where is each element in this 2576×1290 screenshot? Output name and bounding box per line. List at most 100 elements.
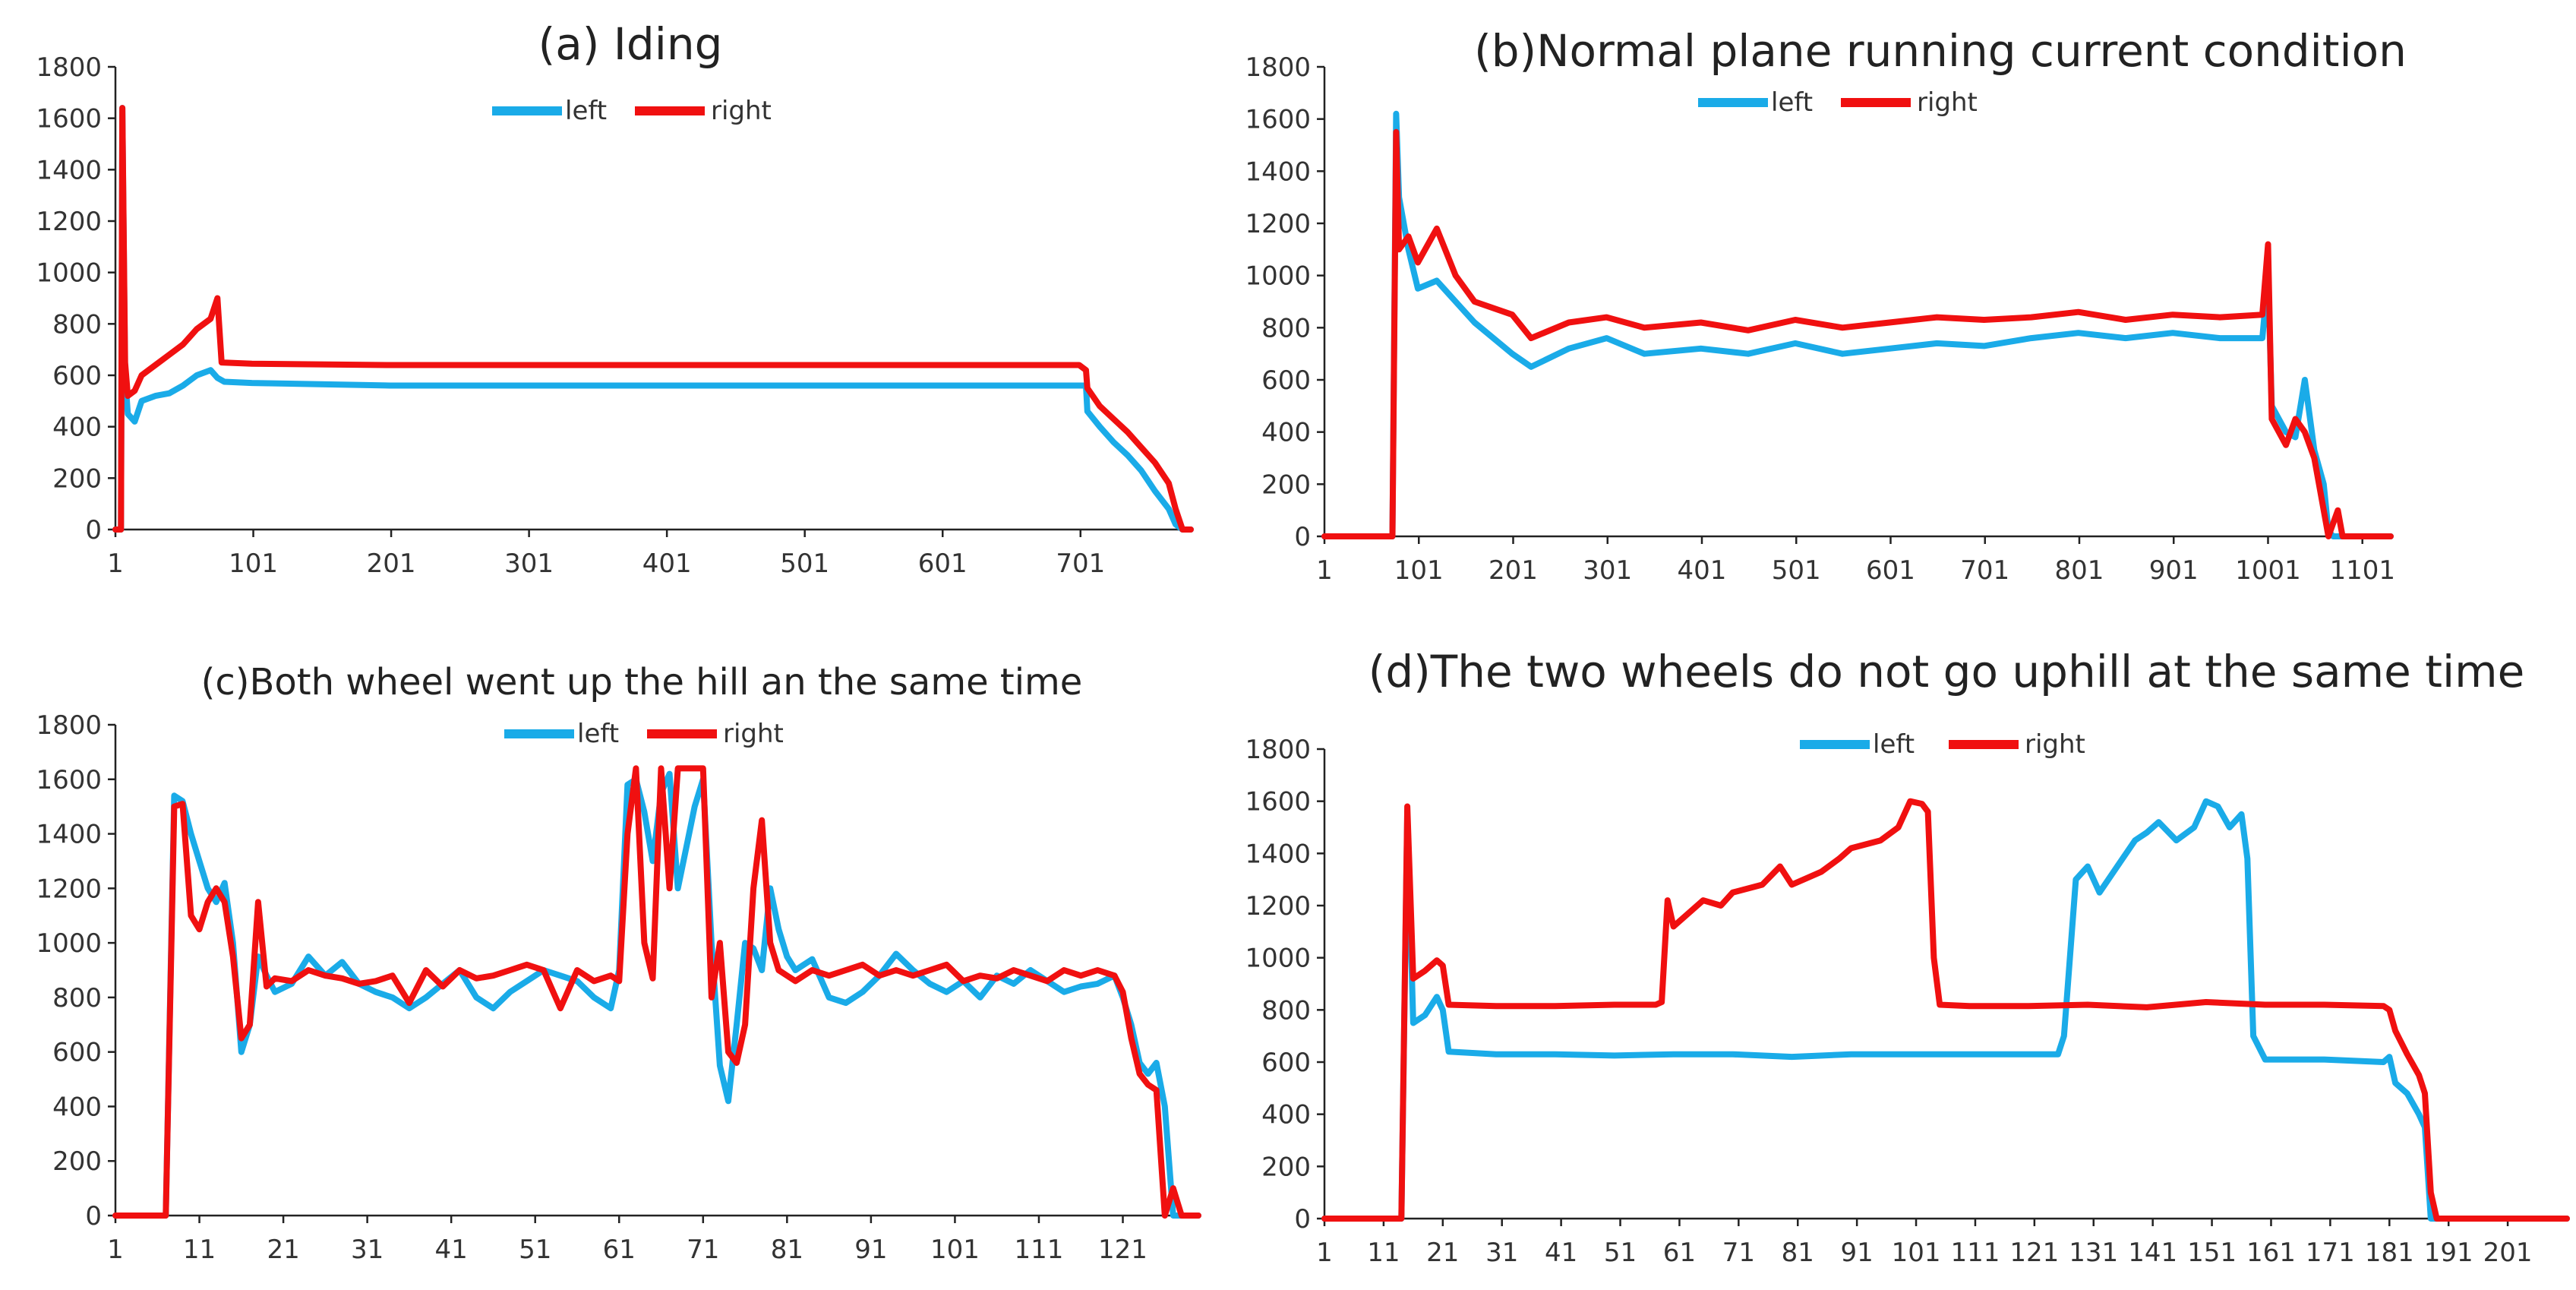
legend-c: left right [504,719,784,749]
y-tick-label: 1600 [1245,105,1311,135]
y-tick-label: 800 [52,983,102,1013]
x-axis-ticks-b: 1 101 201 301 401 501 601 701 801 901 1001 1101 [1316,536,2395,586]
y-tick-label: 1600 [36,765,102,795]
legend-label-b-right: right [1917,87,1978,118]
x-tick-label: 41 [435,1235,468,1265]
x-tick-label: 161 [2246,1238,2296,1268]
y-tick-label: 1800 [36,710,102,741]
x-tick-label: 401 [642,549,692,579]
x-tick-label: 71 [687,1235,719,1265]
x-tick-label: 131 [2069,1238,2118,1268]
y-tick-label: 1600 [36,104,102,134]
x-axis-ticks-d: 1 11 21 31 41 51 61 71 81 91 101 111 121 131 141 151 161… [1316,1219,2533,1268]
chart-panel-c: (c)Both wheel went up the hill an the sa… [36,661,1201,1265]
y-tick-label: 1800 [1245,735,1311,765]
y-tick-label: 400 [1261,1100,1311,1130]
x-tick-label: 91 [1841,1238,1874,1268]
chart-title-a: (a) Iding [538,18,723,70]
series-line-right [112,765,1201,1219]
y-tick-label: 200 [52,1146,102,1177]
y-tick-label: 0 [85,515,102,545]
x-tick-label: 31 [1485,1238,1518,1268]
x-tick-label: 81 [771,1235,803,1265]
y-tick-label: 800 [1261,995,1311,1026]
y-axis-ticks-c: 0 200 400 600 800 1000 1200 1400 1600 1800 [36,710,115,1232]
legend-a: left right [492,96,772,126]
y-tick-label: 200 [1261,1152,1311,1182]
x-tick-label: 901 [2149,555,2199,586]
x-tick-label: 111 [1015,1235,1064,1265]
chart-title-d: (d)The two wheels do not go uphill at th… [1368,646,2525,697]
y-tick-label: 1000 [36,258,102,289]
y-tick-label: 1200 [36,207,102,237]
x-tick-label: 191 [2424,1238,2473,1268]
legend-label-d-right: right [2025,729,2085,760]
x-tick-label: 201 [367,549,416,579]
legend-label-a-left: left [565,96,607,126]
y-tick-label: 1400 [1245,157,1311,187]
x-tick-label: 41 [1545,1238,1577,1268]
x-tick-label: 1 [1316,555,1333,586]
y-tick-label: 1600 [1245,787,1311,817]
x-tick-label: 601 [918,549,968,579]
x-tick-label: 121 [1098,1235,1148,1265]
legend-b: left right [1698,87,1978,118]
x-tick-label: 201 [1488,555,1538,586]
x-tick-label: 101 [1394,555,1444,586]
x-tick-label: 501 [780,549,829,579]
y-tick-label: 600 [52,361,102,391]
x-tick-label: 141 [2128,1238,2177,1268]
y-axis-ticks-a: 0 200 400 600 800 1000 1200 1400 1600 1800 [36,52,115,545]
chart-panel-a: (a) Iding left right 0200400600800100012… [36,18,1194,579]
series-line-left [1321,110,2394,539]
x-tick-label: 201 [2483,1238,2533,1268]
legend-label-b-left: left [1771,87,1813,118]
plot-area-d [1321,749,2570,1222]
x-tick-label: 1 [107,1235,124,1265]
y-axis-ticks-b: 0 200 400 600 800 1000 1200 1400 1600 1800 [1245,52,1324,552]
x-tick-label: 91 [854,1235,887,1265]
chart-title-c: (c)Both wheel went up the hill an the sa… [201,661,1083,703]
series-line-right [1321,128,2394,539]
x-tick-label: 51 [1604,1238,1637,1268]
y-tick-label: 1800 [36,52,102,83]
legend-label-d-left: left [1873,729,1915,760]
x-tick-label: 21 [1426,1238,1459,1268]
y-tick-label: 1000 [36,928,102,959]
x-tick-label: 151 [2187,1238,2237,1268]
chart-title-b: (b)Normal plane running current conditio… [1474,25,2407,77]
y-tick-label: 0 [85,1201,102,1232]
y-tick-label: 400 [52,413,102,443]
x-tick-label: 111 [1950,1238,2000,1268]
x-tick-label: 51 [519,1235,551,1265]
y-axis-ticks-d: 0 200 400 600 800 1000 1200 1400 1600 1800 [1245,735,1324,1235]
x-axis-ticks-a: 1 101 201 301 401 501 601 701 [107,530,1105,579]
x-tick-label: 81 [1782,1238,1814,1268]
x-tick-label: 71 [1722,1238,1755,1268]
x-tick-label: 701 [1056,549,1105,579]
x-tick-label: 601 [1866,555,1915,586]
x-tick-label: 11 [183,1235,216,1265]
y-tick-label: 800 [52,309,102,340]
y-tick-label: 600 [1261,365,1311,396]
y-tick-label: 600 [1261,1048,1311,1078]
y-tick-label: 1200 [1245,209,1311,239]
x-tick-label: 101 [1892,1238,1941,1268]
y-tick-label: 0 [1294,522,1311,552]
x-tick-label: 11 [1367,1238,1400,1268]
x-tick-label: 171 [2306,1238,2355,1268]
y-tick-label: 400 [52,1092,102,1122]
x-tick-label: 31 [351,1235,384,1265]
x-tick-label: 1101 [2329,555,2395,586]
series-line-left [1321,798,2570,1222]
y-tick-label: 600 [52,1038,102,1068]
plot-area-b [1321,67,2394,539]
x-tick-label: 1001 [2235,555,2301,586]
x-tick-label: 101 [229,549,278,579]
plot-area-a [112,67,1194,533]
x-tick-label: 181 [2365,1238,2414,1268]
series-line-right [112,105,1194,533]
chart-panel-d: (d)The two wheels do not go uphill at th… [1245,646,2570,1268]
y-tick-label: 1800 [1245,52,1311,83]
